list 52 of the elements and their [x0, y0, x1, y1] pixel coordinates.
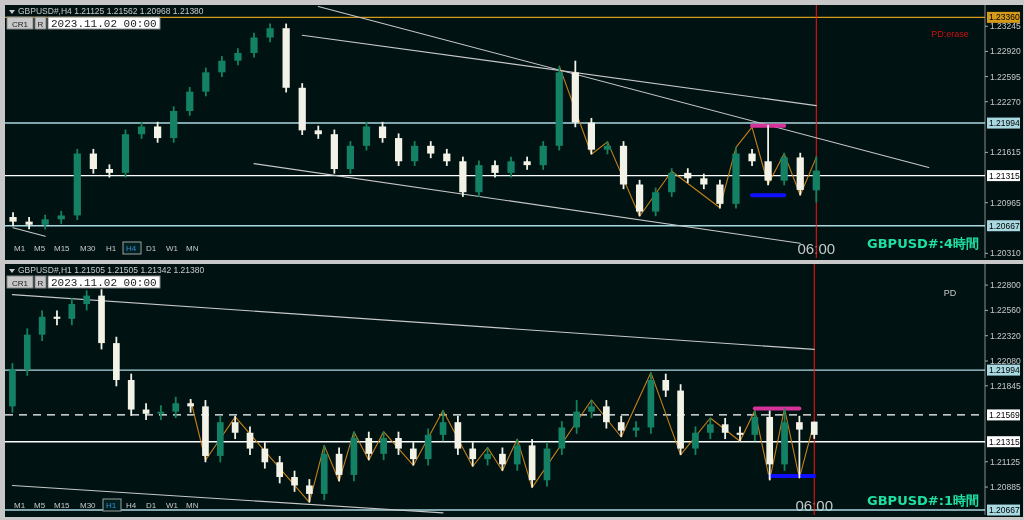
annotation: M5 — [34, 501, 46, 510]
annotation: H4 — [126, 501, 137, 510]
ref-line-label: 1.20667 — [989, 505, 1020, 516]
chart-title: GBPUSD#,H4 1.21125 1.21562 1.20968 1.21380 — [18, 6, 204, 16]
annotation: M30 — [80, 244, 97, 253]
chart-title: GBPUSD#,H1 1.21505 1.21505 1.21342 1.21380 — [18, 265, 205, 275]
y-tick-label: 1.22560 — [990, 305, 1021, 316]
y-tick-label: 1.21125 — [990, 456, 1021, 467]
annotation: M15 — [54, 244, 71, 253]
annotation: GBPUSD#:4時間 — [867, 236, 979, 251]
y-tick-label: 1.22320 — [990, 330, 1021, 341]
annotation: PD — [943, 288, 957, 298]
annotation: R — [37, 279, 44, 288]
annotation: MN — [186, 501, 199, 510]
annotation: GBPUSD#:1時間 — [867, 493, 979, 508]
y-tick-label: 1.21845 — [990, 380, 1021, 391]
ref-line-label: 1.21315 — [989, 170, 1020, 181]
y-tick-label: 1.20965 — [990, 197, 1021, 208]
annotation: M1 — [14, 501, 26, 510]
annotation: M15 — [54, 501, 71, 510]
annotation: M30 — [80, 501, 97, 510]
annotation: MN — [186, 244, 199, 253]
annotation: D1 — [146, 244, 157, 253]
ref-line-label: 1.21569 — [989, 409, 1020, 420]
y-tick-label: 1.23245 — [990, 21, 1021, 32]
y-tick-label: 1.22270 — [990, 96, 1021, 107]
ref-line-label: 1.21994 — [989, 365, 1020, 376]
annotation: D1 — [146, 501, 157, 510]
annotation: CR1 — [11, 20, 29, 29]
y-tick-label: 1.20310 — [990, 248, 1021, 259]
annotation: 2023.11.02 00:00 — [51, 18, 157, 30]
annotation: W1 — [166, 244, 179, 253]
annotation: H1 — [106, 501, 117, 510]
annotation: R — [37, 20, 44, 29]
ref-line-label: 1.23360 — [989, 12, 1020, 23]
annotation: 2023.11.02 00:00 — [51, 277, 157, 289]
y-tick-label: 1.22800 — [990, 280, 1021, 291]
annotation: M5 — [34, 244, 46, 253]
y-tick-label: 1.21615 — [990, 147, 1021, 158]
y-tick-label: 1.22080 — [990, 356, 1021, 367]
y-tick-label: 1.22595 — [990, 71, 1021, 82]
annotation: CR1 — [11, 279, 29, 288]
ref-line-label: 1.21994 — [989, 118, 1020, 129]
ref-line-label: 1.20667 — [989, 220, 1020, 231]
annotation: PD:erase — [931, 29, 969, 39]
ref-line-label: 1.21315 — [989, 436, 1020, 447]
annotation: M1 — [14, 244, 26, 253]
annotation: W1 — [166, 501, 179, 510]
annotation: H1 — [106, 244, 117, 253]
annotation: H4 — [126, 244, 137, 253]
y-tick-label: 1.20885 — [990, 482, 1021, 493]
y-tick-label: 1.22920 — [990, 46, 1021, 57]
